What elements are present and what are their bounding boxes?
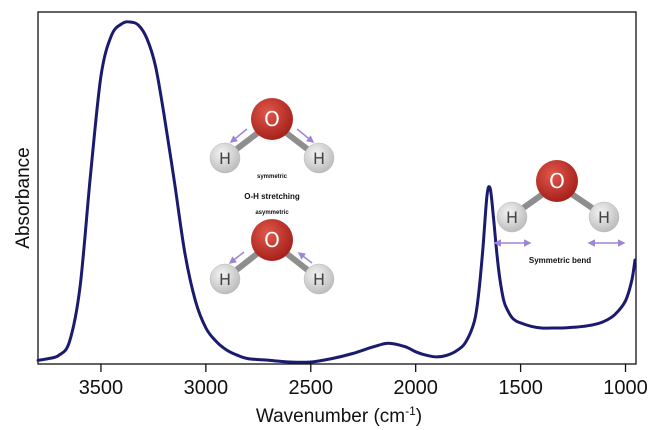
annotation-symmetric-bend: Symmetric bend: [529, 256, 591, 265]
annotation-asymmetric: asymmetric: [255, 210, 289, 216]
x-tick-label: 2500: [289, 377, 334, 399]
plot-frame: [37, 11, 637, 365]
oxygen-symbol: O: [549, 169, 565, 193]
hydrogen-symbol: H: [219, 270, 231, 289]
hydrogen-atom: [209, 142, 241, 174]
x-tick-label: 2000: [393, 377, 438, 399]
hydrogen-atom: [303, 263, 335, 295]
water-molecule-bend: O H H: [493, 160, 626, 247]
hydrogen-atom: [588, 201, 620, 233]
hydrogen-atom: [496, 201, 528, 233]
hydrogen-symbol: H: [506, 208, 518, 227]
water-molecule-symmetric: O H H: [209, 98, 335, 174]
x-tick-label: 3500: [79, 377, 124, 399]
oxygen-atom: [251, 219, 293, 261]
stretch-arrow: [228, 251, 245, 264]
hydrogen-symbol: H: [313, 149, 325, 168]
hydrogen-symbol: H: [219, 149, 231, 168]
y-axis-title: Absorbance: [13, 147, 34, 248]
x-tick-label: 1000: [603, 377, 648, 399]
stretch-arrow: [229, 128, 248, 143]
annotation-oh-stretching: O-H stretching: [244, 192, 300, 201]
x-tick-label: 1500: [498, 377, 543, 399]
oxygen-atom: [251, 98, 293, 140]
x-axis-title: Wavenumber (cm-1): [256, 404, 422, 427]
hydrogen-atom: [303, 142, 335, 174]
hydrogen-symbol: H: [313, 270, 325, 289]
oxygen-symbol: O: [264, 107, 280, 131]
oxygen-atom: [536, 160, 578, 202]
stretch-arrow: [297, 252, 313, 264]
x-axis-ticks: 3500 3000 2500 2000 1500 1000: [79, 364, 648, 399]
oxygen-symbol: O: [264, 228, 280, 252]
spectrum-line: [36, 20, 637, 364]
water-molecule-asymmetric: O H H: [209, 219, 335, 295]
stretch-arrow: [296, 128, 315, 143]
annotation-symmetric: symmetric: [257, 174, 288, 180]
hydrogen-symbol: H: [598, 208, 610, 227]
hydrogen-atom: [209, 263, 241, 295]
x-tick-label: 3000: [184, 377, 229, 399]
